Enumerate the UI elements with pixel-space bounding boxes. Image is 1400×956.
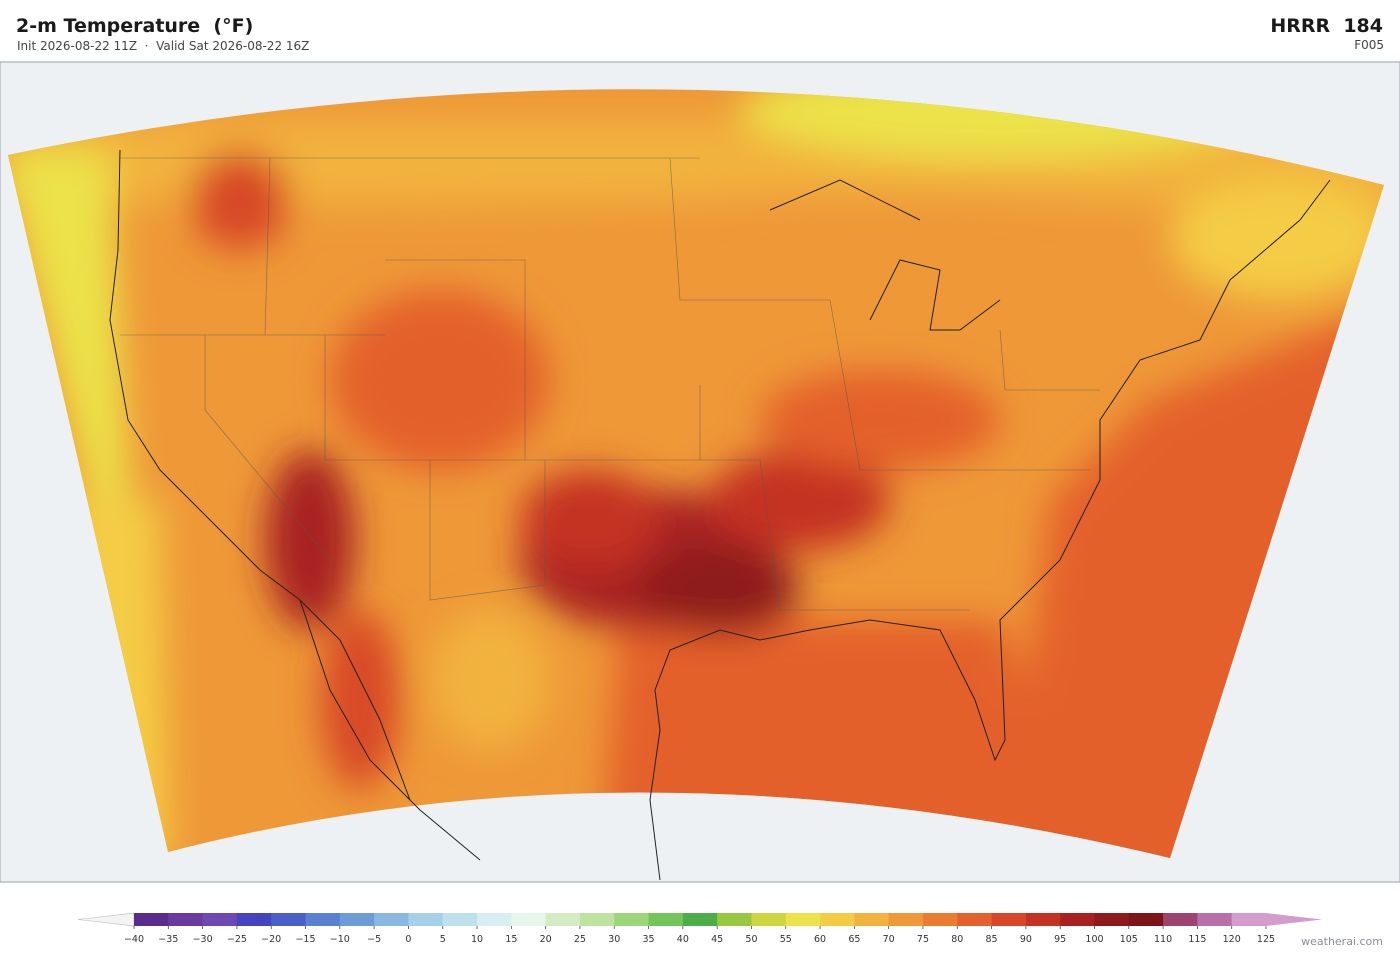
colorbar-tick-label: 100 (1085, 934, 1103, 945)
colorbar-tick-label: 45 (711, 934, 723, 945)
colorbar-tick-label: −20 (261, 934, 281, 945)
colorbar-tick-label: −5 (367, 934, 381, 945)
colorbar-bin (271, 913, 307, 926)
colorbar-bin (648, 913, 684, 926)
colorbar-tick-label: −40 (124, 934, 144, 945)
colorbar-tick-label: −35 (158, 934, 178, 945)
colorbar-bin (682, 913, 718, 926)
colorbar-tick-label: 40 (677, 934, 689, 945)
colorbar-bin (339, 913, 375, 926)
colorbar-bin (305, 913, 341, 926)
colorbar-bin (202, 913, 238, 926)
state-borders (120, 157, 1100, 611)
colorbar-bin (511, 913, 547, 926)
colorbar-tick-label: 15 (505, 934, 517, 945)
title: 2-m Temperature (°F) (16, 15, 254, 37)
colorbar-tick-label: −15 (295, 934, 315, 945)
colorbar-bin (1094, 913, 1130, 926)
colorbar-bin (168, 913, 204, 926)
colorbar-bin (545, 913, 581, 926)
colorbar-tick-label: −10 (330, 934, 350, 945)
coastlines (109, 149, 1331, 881)
colorbar-bin (991, 913, 1027, 926)
colorbar-bin (888, 913, 924, 926)
colorbar-tick-label: 10 (471, 934, 483, 945)
colorbar-bin (236, 913, 272, 926)
colorbar-bin (1025, 913, 1061, 926)
colorbar-tick-label: 50 (745, 934, 757, 945)
colorbar-bin (1231, 913, 1267, 926)
colorbar-bin (614, 913, 650, 926)
colorbar-tick-label: 60 (814, 934, 826, 945)
colorbar-bin (785, 913, 821, 926)
colorbar-bin (751, 913, 787, 926)
colorbar-bin (922, 913, 958, 926)
colorbar-bin (1060, 913, 1095, 926)
colorbar-tick-label: 70 (883, 934, 895, 945)
colorbar-tick-label: 125 (1257, 934, 1275, 945)
colorbar-tick-label: −25 (227, 934, 247, 945)
colorbar-bin (1163, 913, 1198, 926)
colorbar-bin (1197, 913, 1233, 926)
colorbar-tick-label: 35 (642, 934, 654, 945)
colorbar-tick-label: 80 (951, 934, 963, 945)
colorbar-tick-label: 20 (540, 934, 552, 945)
colorbar-bin (374, 913, 409, 926)
colorbar-tick-label: 30 (608, 934, 620, 945)
subtitle: Init 2026-08-22 11Z · Valid Sat 2026-08-… (17, 39, 310, 53)
colorbar-bin (477, 913, 512, 926)
watermark: weatherai.com (1301, 935, 1383, 948)
colorbar-bin (854, 913, 890, 926)
colorbar-tick-label: −30 (193, 934, 213, 945)
colorbar-bin (957, 913, 993, 926)
colorbar-tick-label: 55 (780, 934, 792, 945)
forecast-hour: F005 (1354, 38, 1384, 52)
colorbar-bin (579, 913, 615, 926)
colorbar-tick-label: 0 (405, 934, 411, 945)
colorbar-tick-label: 90 (1020, 934, 1032, 945)
colorbar-tick-label: 85 (986, 934, 998, 945)
colorbar-tick-label: 25 (574, 934, 586, 945)
colorbar-bin (442, 913, 478, 926)
colorbar-tick-label: 95 (1054, 934, 1066, 945)
temperature-field (8, 89, 1384, 858)
colorbar: −40 −35 −30 −25 −20 −15 −10 −5 0 5 10 15 20 25 30 35 40 4… (77, 912, 1322, 945)
model-label: HRRR 184 (1270, 15, 1383, 37)
colorbar-bin (134, 913, 169, 926)
colorbar-tick-label: 5 (440, 934, 446, 945)
colorbar-tick-label: 115 (1188, 934, 1206, 945)
colorbar-bin (820, 913, 855, 926)
colorbar-tick-label: 75 (917, 934, 929, 945)
colorbar-bin (1128, 913, 1164, 926)
colorbar-bin (408, 913, 444, 926)
colorbar-bin (717, 913, 752, 926)
colorbar-tick-label: 65 (848, 934, 860, 945)
colorbar-tick-label: 105 (1120, 934, 1138, 945)
colorbar-over (1266, 913, 1322, 926)
colorbar-under (77, 912, 135, 927)
colorbar-tick-label: 120 (1223, 934, 1241, 945)
colorbar-tick-label: 110 (1154, 934, 1172, 945)
